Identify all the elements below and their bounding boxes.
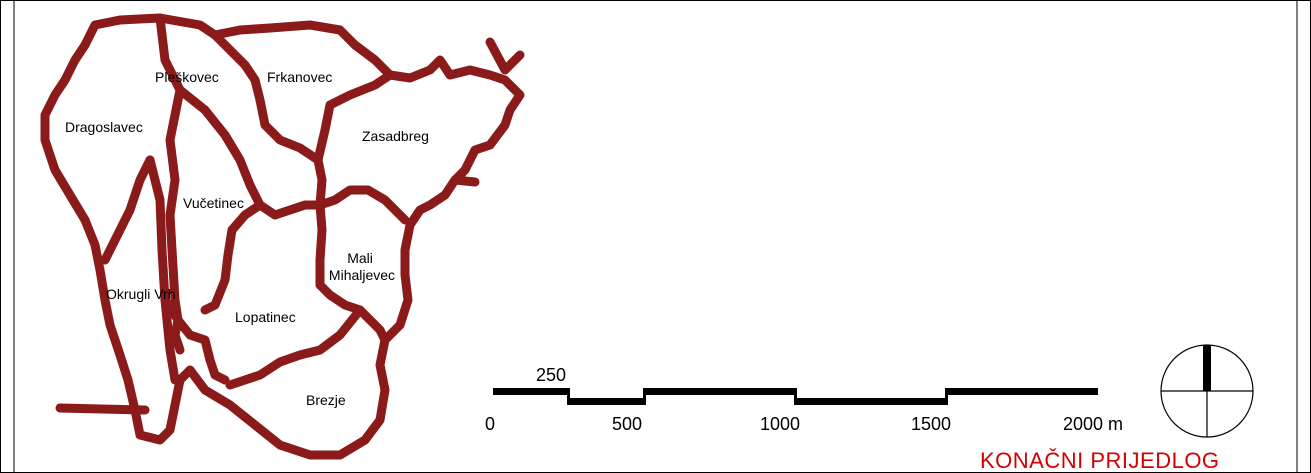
scale-tick-1000: 1000 xyxy=(760,414,800,434)
label-mali-line1: Mali xyxy=(347,250,373,266)
boundary-pleskovec-frkanovec xyxy=(210,30,323,165)
boundary-vucetinec-mali xyxy=(313,155,327,290)
scale-join-3 xyxy=(794,388,797,405)
label-brezje: Brezje xyxy=(306,392,346,408)
label-mali-mihaljevec: Mali Mihaljevec xyxy=(329,250,395,283)
label-lopatinec: Lopatinec xyxy=(235,309,296,325)
east-spur xyxy=(450,175,480,187)
boundary-west-strip xyxy=(145,155,180,385)
label-vucetinec: Vučetinec xyxy=(183,195,244,211)
scale-join-1 xyxy=(567,388,570,405)
boundary-okrugli-lopatinec xyxy=(160,295,185,355)
scale-segment-0 xyxy=(493,388,569,395)
boundary-lopatinec-north xyxy=(200,200,265,315)
southwest-spur xyxy=(55,403,150,415)
label-okrugli-vrh: Okrugli Vrh xyxy=(106,286,176,302)
scale-segment-2 xyxy=(645,388,796,395)
boundary-dragoslavec-okrugli xyxy=(100,155,155,265)
scale-segment-1 xyxy=(569,398,645,405)
boundary-frkanovec-zasadbreg xyxy=(313,70,395,165)
scale-tick-500: 500 xyxy=(612,414,642,434)
scale-join-2 xyxy=(643,388,646,405)
label-frkanovec: Frkanovec xyxy=(267,69,332,85)
scale-tick-0: 0 xyxy=(485,414,495,434)
label-zasadbreg: Zasadbreg xyxy=(362,128,429,144)
scale-segment-3 xyxy=(796,398,947,405)
boundary-lopatinec-west xyxy=(173,315,230,385)
scale-segment-4 xyxy=(947,388,1098,395)
label-pleskovec: Pleškovec xyxy=(155,69,219,85)
boundary-dragoslavec-vucetinec xyxy=(155,13,185,325)
label-mali-line2: Mihaljevec xyxy=(329,267,395,283)
settlement-labels: Dragoslavec Pleškovec Frkanovec Zasadbre… xyxy=(65,69,429,408)
scale-join-4 xyxy=(945,388,948,405)
scale-tick-2000: 2000 m xyxy=(1063,414,1123,434)
scale-label-250: 250 xyxy=(536,365,566,385)
boundary-lopatinec-mali xyxy=(315,280,390,345)
northeast-spur xyxy=(485,37,525,75)
boundary-mali-zasadbreg xyxy=(315,185,410,225)
municipality-boundaries xyxy=(40,13,525,460)
boundary-pleskovec-vucetinec xyxy=(175,85,325,220)
scale-bar: 250 0 500 1000 1500 2000 m xyxy=(485,365,1123,434)
boundary-lopatinec-brezje xyxy=(225,305,365,390)
north-arrow-icon xyxy=(1160,344,1254,438)
label-dragoslavec: Dragoslavec xyxy=(65,119,143,135)
map-title: KONAČNI PRIJEDLOG xyxy=(980,448,1220,473)
scale-tick-1500: 1500 xyxy=(911,414,951,434)
